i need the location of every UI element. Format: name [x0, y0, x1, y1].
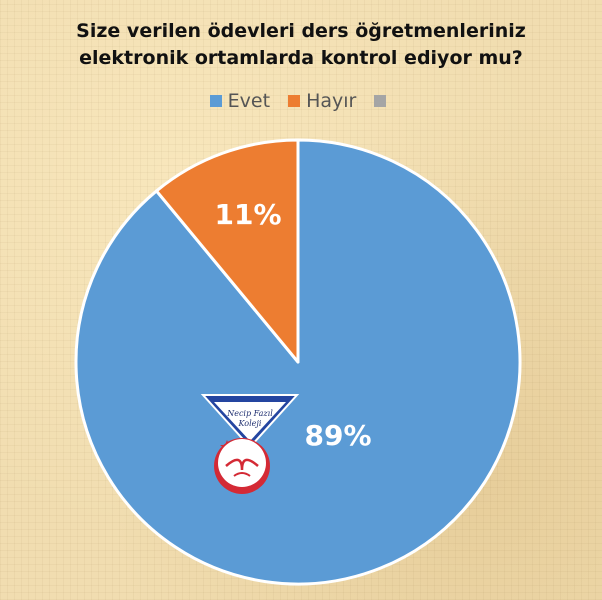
chart-title-line-1: Size verilen ödevleri ders öğretmenlerin… — [76, 20, 526, 42]
legend-swatch-empty — [374, 95, 387, 107]
pie-slice-hayır — [154, 138, 300, 364]
legend-item-empty — [374, 95, 392, 107]
slice-label-hayir: 11% — [214, 198, 281, 231]
legend-item-hayir: Hayır — [288, 90, 356, 112]
legend-swatch-evet — [209, 95, 222, 107]
pie-slices — [74, 138, 522, 586]
chart-legend: Evet Hayır — [0, 90, 602, 112]
slice-label-evet: 89% — [304, 419, 371, 452]
chart-title: Size verilen ödevleri ders öğretmenlerin… — [0, 18, 602, 72]
legend-swatch-hayir — [288, 95, 301, 107]
legend-label-evet: Evet — [227, 90, 271, 112]
legend-item-evet: Evet — [209, 90, 271, 112]
chart-title-line-2: elektronik ortamlarda kontrol ediyor mu? — [79, 47, 523, 69]
logo-text-line-1: Necip Fazıl — [226, 409, 273, 418]
logo-text-line-2: Koleji — [238, 419, 262, 428]
legend-label-hayir: Hayır — [306, 90, 357, 112]
school-logo: Necip Fazıl Koleji — [200, 394, 300, 494]
